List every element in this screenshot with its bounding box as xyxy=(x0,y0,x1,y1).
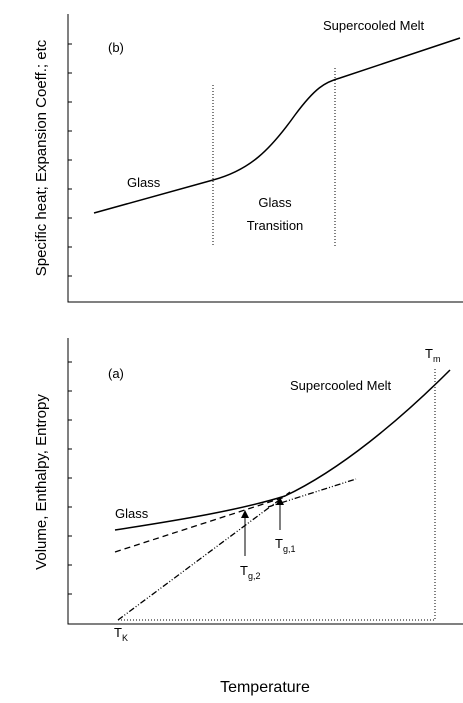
label: Glass xyxy=(127,175,161,190)
arrowhead xyxy=(241,510,249,518)
curve xyxy=(114,369,451,531)
y-label: Volume, Enthalpy, Entropy xyxy=(33,394,50,570)
arrowhead xyxy=(276,497,284,505)
curve xyxy=(93,37,461,214)
label: Tm xyxy=(425,346,440,364)
sub: K xyxy=(122,633,128,643)
label: Supercooled Melt xyxy=(323,18,425,33)
panel-label: (b) xyxy=(108,40,124,55)
t: T xyxy=(114,625,122,640)
t: T xyxy=(425,346,433,361)
sub: m xyxy=(433,354,441,364)
axis-ticks xyxy=(68,43,72,595)
label: TK xyxy=(114,625,128,643)
label: Supercooled Melt xyxy=(290,378,392,393)
t: T xyxy=(275,536,283,551)
t: T xyxy=(240,563,248,578)
y-label: Specific heat; Expansion Coeff.; etc xyxy=(33,39,50,276)
label: Glass xyxy=(115,506,149,521)
axes-b xyxy=(67,14,463,303)
x-label: Temperature xyxy=(220,679,310,696)
label: Transition xyxy=(247,218,304,233)
panel-label: (a) xyxy=(108,366,124,381)
axes-a xyxy=(67,338,463,625)
label: Glass xyxy=(258,195,292,210)
sub: g,1 xyxy=(283,544,296,554)
sub: g,2 xyxy=(248,571,261,581)
label: Tg,2 xyxy=(240,563,260,581)
dotted-line xyxy=(118,368,436,621)
label: Tg,1 xyxy=(275,536,295,554)
